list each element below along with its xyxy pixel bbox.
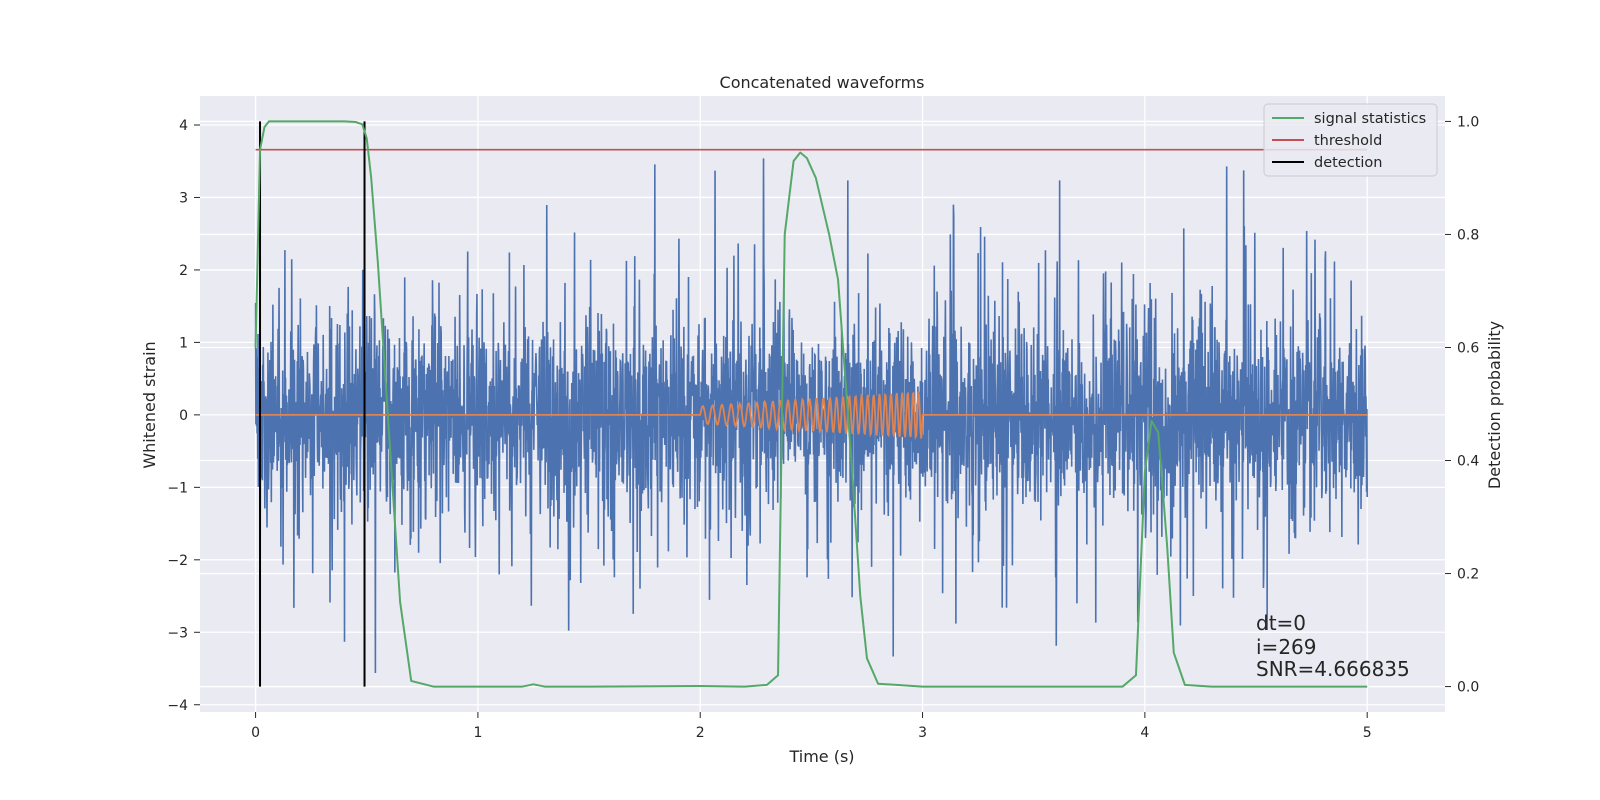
- annotation-text: SNR=4.666835: [1256, 657, 1410, 681]
- y-tick-label: −4: [167, 698, 188, 714]
- annotation-text: i=269: [1256, 635, 1317, 659]
- y-tick-label: 3: [179, 190, 188, 206]
- x-tick-label: 5: [1363, 725, 1372, 741]
- legend-label: threshold: [1314, 133, 1382, 149]
- y-tick-label: 4: [179, 118, 188, 134]
- y2-tick-label: 0.4: [1457, 454, 1479, 470]
- chart-title: Concatenated waveforms: [720, 73, 925, 92]
- legend: signal statistics threshold detection: [1263, 103, 1438, 177]
- y2-axis-label: Detection probability: [1485, 321, 1504, 489]
- x-tick-label: 2: [696, 725, 705, 741]
- y-tick-label: 0: [179, 408, 188, 424]
- y-tick-label: −2: [167, 553, 188, 569]
- x-tick-label: 0: [251, 725, 260, 741]
- legend-box: [1263, 103, 1438, 177]
- y-tick-label: −3: [167, 625, 188, 641]
- y-tick-label: 1: [179, 335, 188, 351]
- y-tick-label: −1: [167, 480, 188, 496]
- legend-label: signal statistics: [1314, 111, 1426, 127]
- x-tick-label: 3: [918, 725, 927, 741]
- noise-series-line: [254, 158, 1368, 673]
- signal-statistics-line: [254, 120, 1368, 688]
- plot-content: [254, 120, 1368, 688]
- y2-tick-label: 0.0: [1457, 680, 1479, 696]
- legend-label: detection: [1314, 155, 1382, 171]
- y-axis-label: Whitened strain: [140, 341, 159, 468]
- x-tick-label: 1: [473, 725, 482, 741]
- x-axis-label: Time (s): [788, 747, 854, 766]
- injection-series-line: [255, 391, 1368, 441]
- y2-tick-label: 0.8: [1457, 227, 1479, 243]
- y2-tick-label: 0.6: [1457, 340, 1479, 356]
- axes: 0 1 2 3 4 5 −4 −3 −2 −1 0 1 2 3 4 0.0 0.2 0.4 0.6 0.8 1.0: [167, 114, 1479, 741]
- x-tick-label: 4: [1140, 725, 1149, 741]
- y2-tick-label: 1.0: [1457, 114, 1479, 130]
- y-tick-label: 2: [179, 263, 188, 279]
- annotation-text: dt=0: [1256, 611, 1306, 635]
- y2-tick-label: 0.2: [1457, 567, 1479, 583]
